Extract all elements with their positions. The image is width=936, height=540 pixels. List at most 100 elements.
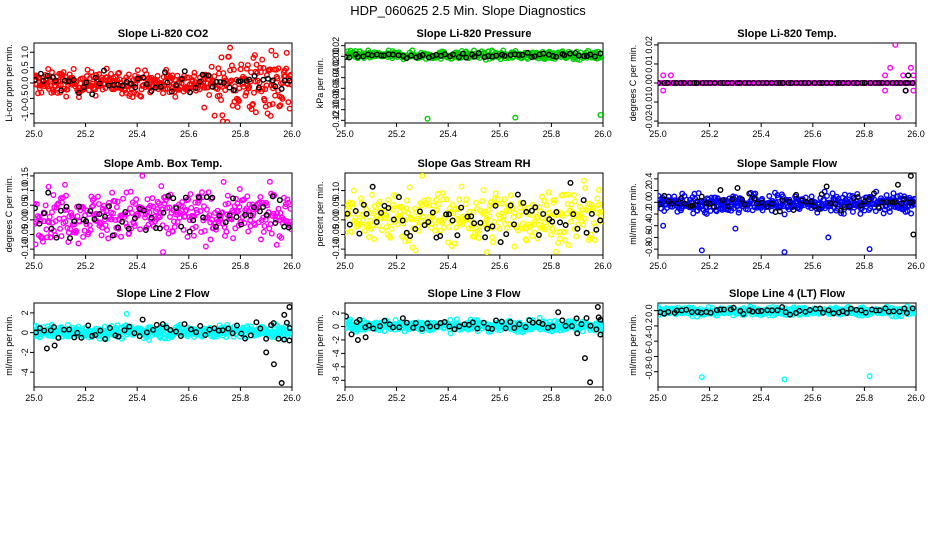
data-point: [53, 234, 60, 241]
data-point: [549, 323, 556, 330]
data-point: [399, 315, 406, 322]
data-point: [837, 207, 844, 214]
panel-title: Slope Gas Stream RH: [417, 158, 530, 170]
data-point: [688, 309, 695, 316]
data-point: [286, 77, 292, 84]
data-point: [71, 334, 78, 341]
data-point: [551, 317, 558, 324]
data-point: [55, 82, 62, 89]
data-point: [735, 209, 742, 216]
data-point: [235, 98, 242, 105]
y-tick-label: 0.05: [20, 196, 30, 214]
data-point: [502, 325, 509, 332]
figure-title: HDP_060625 2.5 Min. Slope Diagnostics: [350, 3, 586, 18]
data-point: [552, 248, 559, 255]
data-point: [357, 220, 364, 227]
data-point: [237, 78, 244, 85]
data-point: [396, 324, 403, 331]
data-point: [223, 228, 230, 235]
data-point: [98, 232, 105, 239]
data-point: [395, 194, 402, 201]
data-point: [212, 223, 219, 230]
data-point: [55, 200, 62, 207]
y-axis-label: kPa per min.: [315, 58, 325, 109]
data-point: [37, 70, 44, 77]
x-tick-label: 26.0: [907, 393, 925, 403]
data-point: [191, 69, 198, 76]
x-tick-label: 26.0: [283, 129, 301, 139]
data-point: [489, 234, 496, 241]
data-point: [845, 79, 852, 86]
data-point: [266, 178, 273, 185]
data-point: [889, 199, 896, 206]
data-point: [143, 329, 150, 336]
data-point: [565, 191, 572, 198]
data-point: [858, 307, 865, 314]
data-point: [713, 307, 720, 314]
data-point: [276, 197, 283, 204]
data-point: [58, 87, 65, 94]
data-point: [565, 242, 572, 249]
data-point: [162, 69, 169, 76]
data-point: [272, 220, 279, 227]
data-point: [483, 249, 490, 255]
data-point: [140, 207, 147, 214]
data-point: [459, 50, 466, 57]
y-tick-label: 0: [20, 330, 30, 335]
data-point: [474, 325, 481, 332]
data-point: [596, 201, 603, 208]
panels-grid: Slope Li-820 CO2 25.0 25.2 25.4 25.6 25.8 26.0…: [4, 28, 925, 403]
data-point: [100, 208, 107, 215]
data-point: [207, 236, 214, 243]
data-point: [75, 203, 82, 210]
data-point: [694, 198, 701, 205]
data-point: [545, 189, 552, 196]
data-point: [416, 53, 423, 60]
data-point: [178, 76, 185, 83]
y-tick-label: 0.4: [644, 173, 654, 186]
data-point: [429, 209, 436, 216]
data-point: [224, 119, 231, 123]
data-point: [263, 199, 270, 206]
data-point: [440, 196, 447, 203]
data-point: [230, 235, 237, 242]
data-point: [47, 327, 54, 334]
data-point: [34, 241, 39, 248]
data-point: [755, 308, 762, 315]
data-point: [876, 79, 883, 86]
panel-title: Slope Line 2 Flow: [117, 288, 210, 300]
data-point: [102, 222, 109, 229]
data-point: [861, 79, 868, 86]
data-point: [751, 195, 758, 202]
data-point: [272, 83, 279, 90]
data-point: [219, 327, 226, 334]
data-point: [43, 226, 50, 233]
data-point: [226, 212, 233, 219]
x-tick-label: 25.4: [439, 261, 457, 271]
data-point: [192, 223, 199, 230]
data-point: [825, 307, 832, 314]
data-point: [581, 215, 588, 222]
data-point: [111, 198, 118, 205]
data-point: [390, 206, 397, 213]
data-point: [581, 355, 588, 362]
data-point: [346, 54, 353, 61]
data-point: [406, 184, 413, 191]
data-point: [286, 337, 292, 344]
data-point: [786, 198, 793, 205]
data-point: [766, 193, 773, 200]
data-point: [245, 228, 252, 235]
data-point: [131, 215, 138, 222]
data-point: [453, 224, 460, 231]
data-point: [233, 322, 240, 329]
data-point: [593, 326, 600, 333]
data-point: [575, 52, 582, 59]
data-point: [412, 225, 419, 232]
data-point: [580, 221, 587, 228]
data-point: [57, 207, 64, 214]
data-point: [356, 316, 363, 323]
data-point: [552, 197, 559, 204]
data-point: [283, 65, 290, 72]
data-point: [246, 83, 253, 90]
data-point: [528, 207, 535, 214]
